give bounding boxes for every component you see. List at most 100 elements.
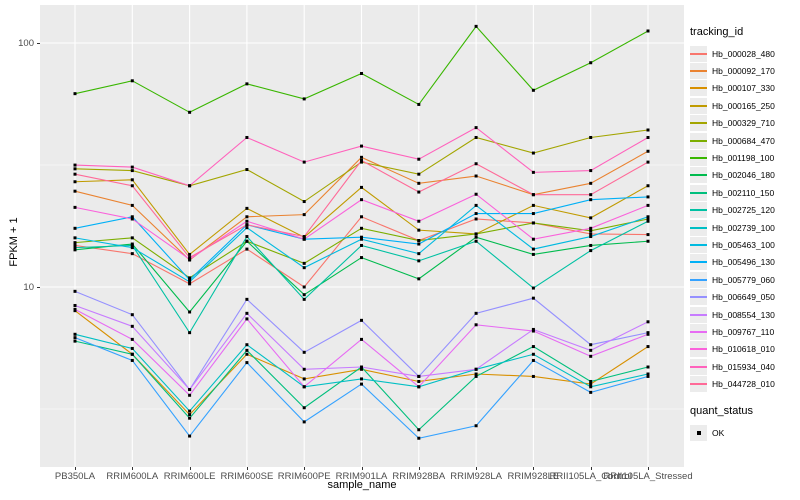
- data-point: [646, 160, 650, 164]
- legend-item-Hb_010618_010: Hb_010618_010: [690, 341, 800, 358]
- legend-line-swatch-icon: [690, 313, 707, 316]
- data-point: [474, 372, 478, 376]
- x-tick-label: RRIM600PE: [277, 471, 331, 482]
- data-point: [531, 296, 535, 300]
- legend-line-swatch-icon: [690, 261, 707, 264]
- data-point: [417, 157, 421, 161]
- data-point: [188, 280, 192, 284]
- data-point: [302, 200, 306, 204]
- data-point: [417, 374, 421, 378]
- legend-key: [690, 150, 707, 167]
- data-point: [360, 144, 363, 148]
- legend-key: [690, 323, 707, 340]
- data-point: [474, 162, 478, 166]
- legend-key: [690, 45, 707, 62]
- legend-item-Hb_005779_060: Hb_005779_060: [690, 271, 800, 288]
- data-point: [302, 350, 306, 354]
- legend-item-Hb_002725_120: Hb_002725_120: [690, 202, 800, 219]
- data-point: [474, 212, 478, 216]
- plot-canvas: [40, 5, 684, 467]
- legend-key: [690, 236, 707, 253]
- data-point: [589, 379, 593, 383]
- data-point: [73, 336, 77, 340]
- x-tick-label: PB350LA: [54, 471, 96, 482]
- legend-line-swatch-icon: [690, 278, 707, 281]
- legend-title-tracking-id: tracking_id: [690, 26, 744, 38]
- legend-item-Hb_000165_250: Hb_000165_250: [690, 97, 800, 114]
- data-point: [531, 286, 535, 290]
- x-tick-label: RRIM600LA: [106, 471, 159, 482]
- legend-item-label: Hb_009767_110: [712, 326, 775, 337]
- data-point: [302, 261, 306, 265]
- data-point: [302, 293, 306, 297]
- data-point: [589, 385, 593, 389]
- x-tick-mark: [648, 467, 649, 470]
- data-point: [646, 365, 650, 369]
- data-point: [474, 323, 478, 327]
- data-point: [417, 172, 421, 176]
- data-point: [188, 276, 192, 280]
- data-point: [188, 257, 192, 261]
- legend-line-swatch-icon: [690, 365, 707, 368]
- data-point: [188, 416, 192, 420]
- legend-key: [690, 63, 707, 80]
- legend-line-swatch-icon: [690, 70, 707, 73]
- data-point: [302, 367, 306, 371]
- legend-key: [690, 424, 707, 441]
- data-point: [646, 332, 650, 336]
- data-point: [188, 184, 192, 188]
- data-point: [474, 374, 478, 378]
- x-tick-label: RRIM928BA: [392, 471, 446, 482]
- data-point: [417, 277, 421, 281]
- legend-line-swatch-icon: [690, 139, 707, 142]
- x-tick-mark: [304, 467, 306, 470]
- data-point: [245, 239, 249, 243]
- data-point: [73, 236, 77, 240]
- x-tick-label: RRIM928LA: [450, 471, 502, 482]
- data-point: [302, 285, 306, 289]
- x-axis-title: sample_name: [327, 479, 397, 491]
- data-point: [130, 252, 134, 256]
- data-point: [130, 346, 134, 350]
- plot-panel: [40, 5, 684, 467]
- data-point: [73, 180, 77, 184]
- x-tick-label: RRII105LA_Control: [549, 471, 632, 482]
- data-point: [646, 233, 650, 237]
- data-point: [73, 246, 77, 250]
- legend-key: [690, 376, 707, 393]
- data-point: [417, 219, 421, 223]
- data-point: [589, 343, 593, 347]
- x-tick-label: RRIM901LA: [335, 471, 388, 482]
- data-point: [474, 232, 478, 236]
- legend-item-Hb_000092_170: Hb_000092_170: [690, 62, 800, 80]
- legend-key: [690, 184, 707, 201]
- data-point: [417, 181, 421, 185]
- legend-key: [690, 202, 707, 219]
- data-point: [73, 339, 77, 343]
- legend-items: Hb_000028_480 Hb_000092_170 Hb_000107_330 H…: [690, 45, 800, 393]
- data-point: [302, 297, 306, 301]
- data-point: [73, 92, 77, 96]
- data-point: [531, 345, 535, 349]
- data-point: [531, 221, 535, 225]
- data-point: [73, 189, 77, 193]
- data-point: [130, 236, 134, 240]
- data-point: [188, 331, 192, 335]
- data-point: [474, 424, 478, 428]
- data-point: [130, 358, 134, 362]
- data-point: [73, 332, 77, 336]
- legend-item-label: Hb_006649_050: [712, 292, 775, 303]
- data-point: [302, 385, 306, 389]
- legend-line-swatch-icon: [690, 330, 707, 333]
- legend-item-Hb_002739_100: Hb_002739_100: [690, 219, 800, 236]
- data-point: [417, 228, 421, 232]
- data-point: [130, 313, 134, 317]
- data-point: [188, 413, 192, 417]
- legend-key: [690, 341, 707, 358]
- data-point: [245, 352, 249, 356]
- data-point: [646, 320, 650, 324]
- data-point: [646, 372, 650, 376]
- data-point: [589, 249, 593, 253]
- data-point: [531, 252, 535, 256]
- data-point: [474, 367, 478, 371]
